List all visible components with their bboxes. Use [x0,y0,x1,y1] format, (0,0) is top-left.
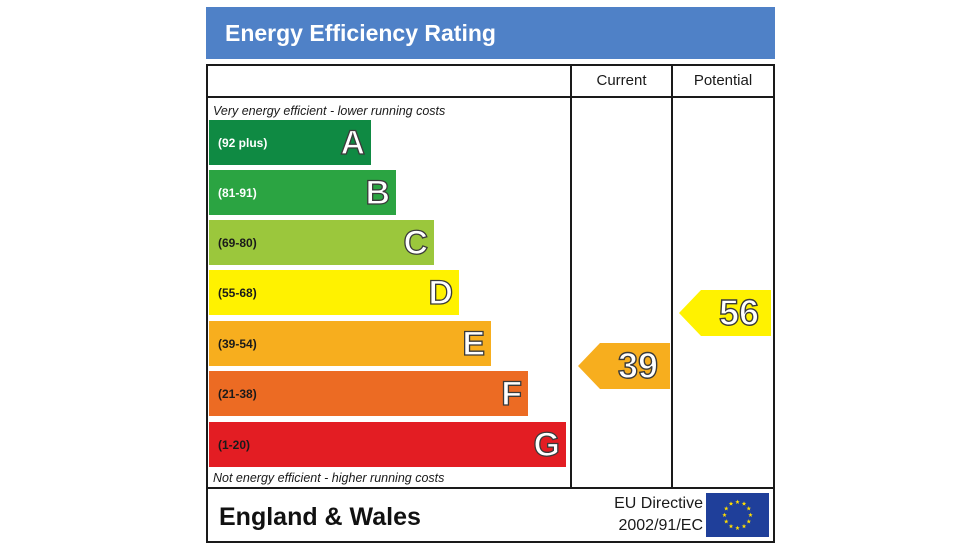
band-d-letter: D [428,273,454,312]
eu-star-icon [723,506,729,511]
band-d-range: (55-68) [218,285,257,300]
band-a-letter: A [340,123,366,162]
directive-line-1: EU Directive [614,495,703,512]
potential-column-divider [671,66,673,489]
band-c-range: (69-80) [218,235,257,250]
current-rating-arrow: 39 [578,343,670,389]
band-g-letter: G [533,425,561,464]
band-a: (92 plus) A [209,120,371,165]
band-a-range: (92 plus) [218,135,268,150]
potential-rating-value: 56 [718,292,759,333]
band-b: (81-91) B [209,170,396,215]
eu-star-icon [735,525,740,530]
rating-frame: Current Potential Very energy efficient … [206,64,775,543]
eu-star-icon [728,501,734,506]
eu-star-icon [746,519,752,524]
potential-column-header: Potential [693,72,753,89]
band-g-range: (1-20) [218,437,251,452]
band-f-letter: F [501,374,523,413]
band-b-letter: B [365,173,391,212]
eu-star-icon [723,519,729,524]
band-c-letter: C [403,223,429,262]
current-rating-value: 39 [617,345,658,386]
band-e-letter: E [462,324,486,363]
eu-star-icon [728,523,734,529]
eu-star-icon [735,499,740,504]
potential-rating-arrow: 56 [679,290,771,336]
eu-star-icon [741,501,747,506]
eu-star-icon [746,506,752,511]
efficient-note: Very energy efficient - lower running co… [213,104,446,118]
current-column-divider [570,66,572,489]
eu-star-icon [741,523,747,529]
band-b-range: (81-91) [218,185,257,200]
eu-star-icon [748,512,753,517]
current-column-header: Current [596,72,647,89]
inefficient-note: Not energy efficient - higher running co… [213,471,445,485]
region-label: England & Wales [219,503,421,531]
band-d: (55-68) D [209,270,459,315]
eu-star-icon [722,512,727,517]
band-f-range: (21-38) [218,386,257,401]
band-g: (1-20) G [209,422,566,467]
band-e-range: (39-54) [218,336,257,351]
band-f: (21-38) F [209,371,528,416]
header-divider [208,96,773,98]
footer-divider [208,487,773,489]
eu-directive: EU Directive 2002/91/EC [614,493,703,537]
band-c: (69-80) C [209,220,434,265]
directive-line-2: 2002/91/EC [618,517,703,534]
chart-title: Energy Efficiency Rating [206,7,775,59]
eu-flag-icon [706,493,769,537]
band-e: (39-54) E [209,321,491,366]
